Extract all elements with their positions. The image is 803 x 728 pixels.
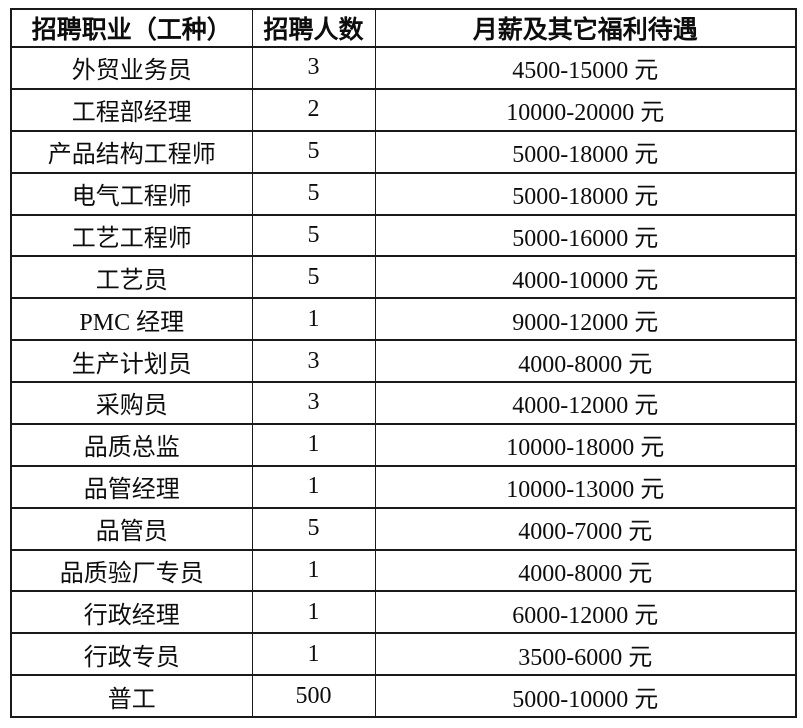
salary-cell: 9000-12000 元 <box>374 297 797 342</box>
salary-cell: 4500-15000 元 <box>374 46 797 90</box>
table-row: 行政经理 1 6000-12000 元 <box>10 590 797 635</box>
headcount-cell: 1 <box>251 464 376 509</box>
salary-cell: 4000-8000 元 <box>374 548 797 593</box>
headcount-cell: 5 <box>251 171 376 216</box>
salary-cell: 5000-16000 元 <box>374 213 797 258</box>
job-title-cell: 品管员 <box>10 506 253 551</box>
salary-cell: 5000-18000 元 <box>374 129 797 174</box>
headcount-cell: 3 <box>251 46 376 90</box>
headcount-cell: 3 <box>251 381 376 425</box>
headcount-cell: 1 <box>251 297 376 342</box>
headcount-cell: 1 <box>251 590 376 635</box>
job-title-cell: 生产计划员 <box>10 339 253 383</box>
headcount-cell: 5 <box>251 506 376 551</box>
job-title-cell: 品管经理 <box>10 464 253 509</box>
headcount-cell: 1 <box>251 422 376 467</box>
table-row: 普工 500 5000-10000 元 <box>10 674 797 718</box>
table-row: 工艺工程师 5 5000-16000 元 <box>10 213 797 258</box>
headcount-cell: 5 <box>251 255 376 300</box>
table-row: 生产计划员 3 4000-8000 元 <box>10 339 797 383</box>
salary-cell: 4000-12000 元 <box>374 381 797 425</box>
table-row: PMC 经理 1 9000-12000 元 <box>10 297 797 342</box>
headcount-cell: 1 <box>251 632 376 677</box>
table-row: 工程部经理 2 10000-20000 元 <box>10 87 797 132</box>
job-title-cell: 工艺员 <box>10 255 253 300</box>
salary-cell: 4000-10000 元 <box>374 255 797 300</box>
salary-cell: 10000-13000 元 <box>374 464 797 509</box>
headcount-cell: 3 <box>251 339 376 383</box>
job-title-cell: PMC 经理 <box>10 297 253 342</box>
salary-cell: 4000-7000 元 <box>374 506 797 551</box>
job-title-cell: 电气工程师 <box>10 171 253 216</box>
table-row: 行政专员 1 3500-6000 元 <box>10 632 797 677</box>
job-title-cell: 行政专员 <box>10 632 253 677</box>
table-row: 品管员 5 4000-7000 元 <box>10 506 797 551</box>
table-row: 电气工程师 5 5000-18000 元 <box>10 171 797 216</box>
salary-cell: 5000-10000 元 <box>374 674 797 718</box>
job-title-cell: 品质验厂专员 <box>10 548 253 593</box>
recruitment-table: 招聘职业（工种） 招聘人数 月薪及其它福利待遇 外贸业务员 3 4500-150… <box>10 8 797 718</box>
salary-cell: 10000-20000 元 <box>374 87 797 132</box>
job-title-cell: 工程部经理 <box>10 87 253 132</box>
table-row: 品质总监 1 10000-18000 元 <box>10 422 797 467</box>
headcount-cell: 1 <box>251 548 376 593</box>
job-title-cell: 工艺工程师 <box>10 213 253 258</box>
header-job-title: 招聘职业（工种） <box>10 8 253 48</box>
job-title-cell: 行政经理 <box>10 590 253 635</box>
salary-cell: 10000-18000 元 <box>374 422 797 467</box>
table-row: 工艺员 5 4000-10000 元 <box>10 255 797 300</box>
headcount-cell: 500 <box>251 674 376 718</box>
salary-cell: 6000-12000 元 <box>374 590 797 635</box>
job-title-cell: 产品结构工程师 <box>10 129 253 174</box>
job-title-cell: 品质总监 <box>10 422 253 467</box>
job-title-cell: 采购员 <box>10 381 253 425</box>
table-row: 品质验厂专员 1 4000-8000 元 <box>10 548 797 593</box>
header-salary-benefits: 月薪及其它福利待遇 <box>374 8 797 48</box>
table-row: 产品结构工程师 5 5000-18000 元 <box>10 129 797 174</box>
header-row: 招聘职业（工种） 招聘人数 月薪及其它福利待遇 <box>10 8 797 48</box>
table-row: 采购员 3 4000-12000 元 <box>10 381 797 425</box>
job-title-cell: 普工 <box>10 674 253 718</box>
table-row: 外贸业务员 3 4500-15000 元 <box>10 46 797 90</box>
headcount-cell: 5 <box>251 213 376 258</box>
headcount-cell: 5 <box>251 129 376 174</box>
headcount-cell: 2 <box>251 87 376 132</box>
table-body: 外贸业务员 3 4500-15000 元 工程部经理 2 10000-20000… <box>10 46 797 718</box>
salary-cell: 3500-6000 元 <box>374 632 797 677</box>
table-row: 品管经理 1 10000-13000 元 <box>10 464 797 509</box>
job-title-cell: 外贸业务员 <box>10 46 253 90</box>
salary-cell: 5000-18000 元 <box>374 171 797 216</box>
salary-cell: 4000-8000 元 <box>374 339 797 383</box>
header-headcount: 招聘人数 <box>251 8 376 48</box>
